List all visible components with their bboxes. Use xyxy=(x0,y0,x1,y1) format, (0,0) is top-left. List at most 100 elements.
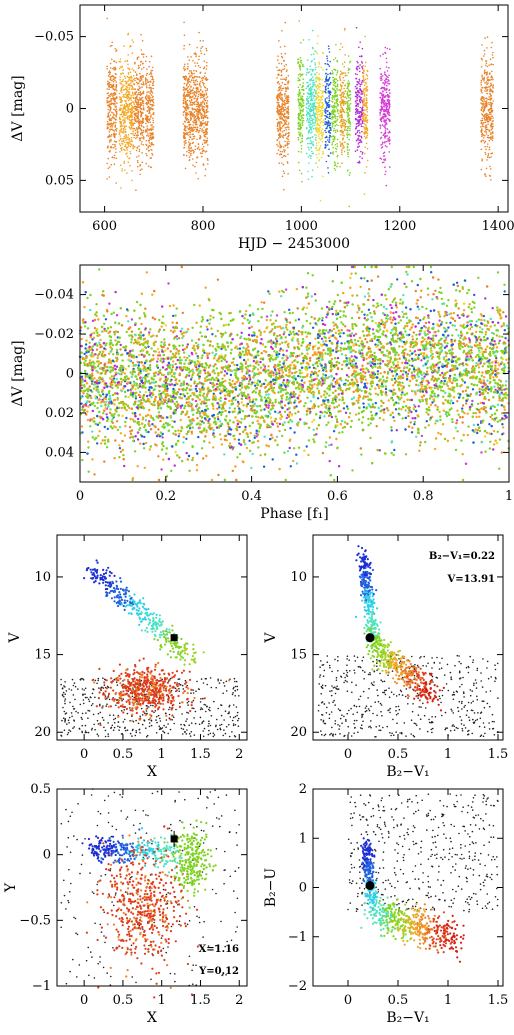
lightcurve-point xyxy=(342,142,344,144)
lightcurve-point xyxy=(306,110,308,112)
lightcurve-point xyxy=(488,104,490,106)
lightcurve-point xyxy=(347,109,349,111)
lightcurve-point xyxy=(357,97,359,99)
lightcurve-point xyxy=(312,107,314,109)
lightcurve-point xyxy=(191,107,193,109)
lightcurve-point xyxy=(197,129,199,131)
lightcurve-point xyxy=(484,104,486,106)
lightcurve-point xyxy=(347,95,349,97)
lightcurve-point xyxy=(318,131,320,133)
lightcurve-point xyxy=(481,122,483,124)
lightcurve-point xyxy=(323,119,325,121)
lightcurve-point xyxy=(332,124,334,126)
lightcurve-point xyxy=(148,165,150,167)
lightcurve-point xyxy=(359,115,361,117)
lightcurve-point xyxy=(319,79,321,81)
lightcurve-point xyxy=(129,151,131,153)
lightcurve-point xyxy=(184,125,186,127)
lightcurve-point xyxy=(490,94,492,96)
lightcurve-point xyxy=(328,45,330,47)
lightcurve-point xyxy=(137,89,139,91)
lightcurve-point xyxy=(488,96,490,98)
lightcurve-point xyxy=(146,73,148,75)
lightcurve-point xyxy=(366,97,368,99)
lightcurve-point xyxy=(329,115,331,117)
lightcurve-point xyxy=(340,111,342,113)
lightcurve-point xyxy=(110,45,112,47)
lightcurve-point xyxy=(362,153,364,155)
lightcurve-point xyxy=(333,130,335,132)
lightcurve-point xyxy=(131,139,133,141)
lightcurve-point xyxy=(317,85,319,87)
lightcurve-point xyxy=(184,70,186,72)
lightcurve-point xyxy=(484,69,486,71)
lightcurve-point xyxy=(332,147,334,149)
lightcurve-point xyxy=(114,155,116,157)
lightcurve-point xyxy=(344,91,346,93)
lightcurve-point xyxy=(310,90,312,92)
lightcurve-point xyxy=(360,140,362,142)
lightcurve-point xyxy=(325,137,327,139)
lightcurve-point xyxy=(318,99,320,101)
lightcurve-point xyxy=(128,72,130,74)
lightcurve-point xyxy=(327,155,329,157)
lightcurve-point xyxy=(308,137,310,139)
lightcurve-point xyxy=(111,112,113,114)
lightcurve-point xyxy=(205,151,207,153)
lightcurve-point xyxy=(112,68,114,70)
lightcurve-point xyxy=(317,116,319,118)
lightcurve-point xyxy=(282,151,284,153)
lightcurve-point xyxy=(195,110,197,112)
lightcurve-point xyxy=(286,97,288,99)
lightcurve-point xyxy=(147,133,149,135)
lightcurve-point xyxy=(287,86,289,88)
lightcurve-point xyxy=(355,105,357,107)
lightcurve-point xyxy=(316,127,318,129)
lightcurve-point xyxy=(329,137,331,139)
lightcurve-point xyxy=(315,74,317,76)
lightcurve-point xyxy=(383,134,385,136)
lightcurve-point xyxy=(131,105,133,107)
lightcurve-point xyxy=(490,120,492,122)
lightcurve-point xyxy=(481,80,483,82)
lightcurve-point xyxy=(348,133,350,135)
lightcurve-point xyxy=(141,132,143,134)
lightcurve-point xyxy=(316,109,318,111)
lightcurve-point xyxy=(366,127,368,129)
lightcurve-point xyxy=(330,128,332,130)
lightcurve-point xyxy=(115,89,117,91)
lightcurve-point xyxy=(110,63,112,65)
lightcurve-point xyxy=(297,80,299,82)
lightcurve-point xyxy=(361,158,363,160)
lightcurve-point xyxy=(331,113,333,115)
lightcurve-xtick-label: 1000 xyxy=(285,219,318,234)
lightcurve-point xyxy=(190,155,192,157)
lightcurve-point xyxy=(318,105,320,107)
lightcurve-point xyxy=(131,113,133,115)
lightcurve-point xyxy=(137,110,139,112)
lightcurve-point xyxy=(284,104,286,106)
lightcurve-point xyxy=(111,86,113,88)
lightcurve-point xyxy=(316,72,318,74)
lightcurve-point xyxy=(334,81,336,83)
lightcurve-point xyxy=(204,106,206,108)
lightcurve-point xyxy=(134,80,136,82)
lightcurve-point xyxy=(487,143,489,145)
lightcurve-point xyxy=(339,166,341,168)
lightcurve-point xyxy=(130,153,132,155)
lightcurve-point xyxy=(381,79,383,81)
lightcurve-point xyxy=(480,102,482,104)
lightcurve-point xyxy=(303,90,305,92)
lightcurve-point xyxy=(202,91,204,93)
lightcurve-point xyxy=(344,28,346,30)
lightcurve-point xyxy=(299,67,301,69)
lightcurve-point xyxy=(149,74,151,76)
lightcurve-point xyxy=(312,141,314,143)
lightcurve-point xyxy=(185,108,187,110)
lightcurve-point xyxy=(481,110,483,112)
lightcurve-point xyxy=(490,113,492,115)
lightcurve-point xyxy=(135,129,137,131)
lightcurve-point xyxy=(206,111,208,113)
lightcurve-point xyxy=(129,77,131,79)
lightcurve-point xyxy=(329,100,331,102)
